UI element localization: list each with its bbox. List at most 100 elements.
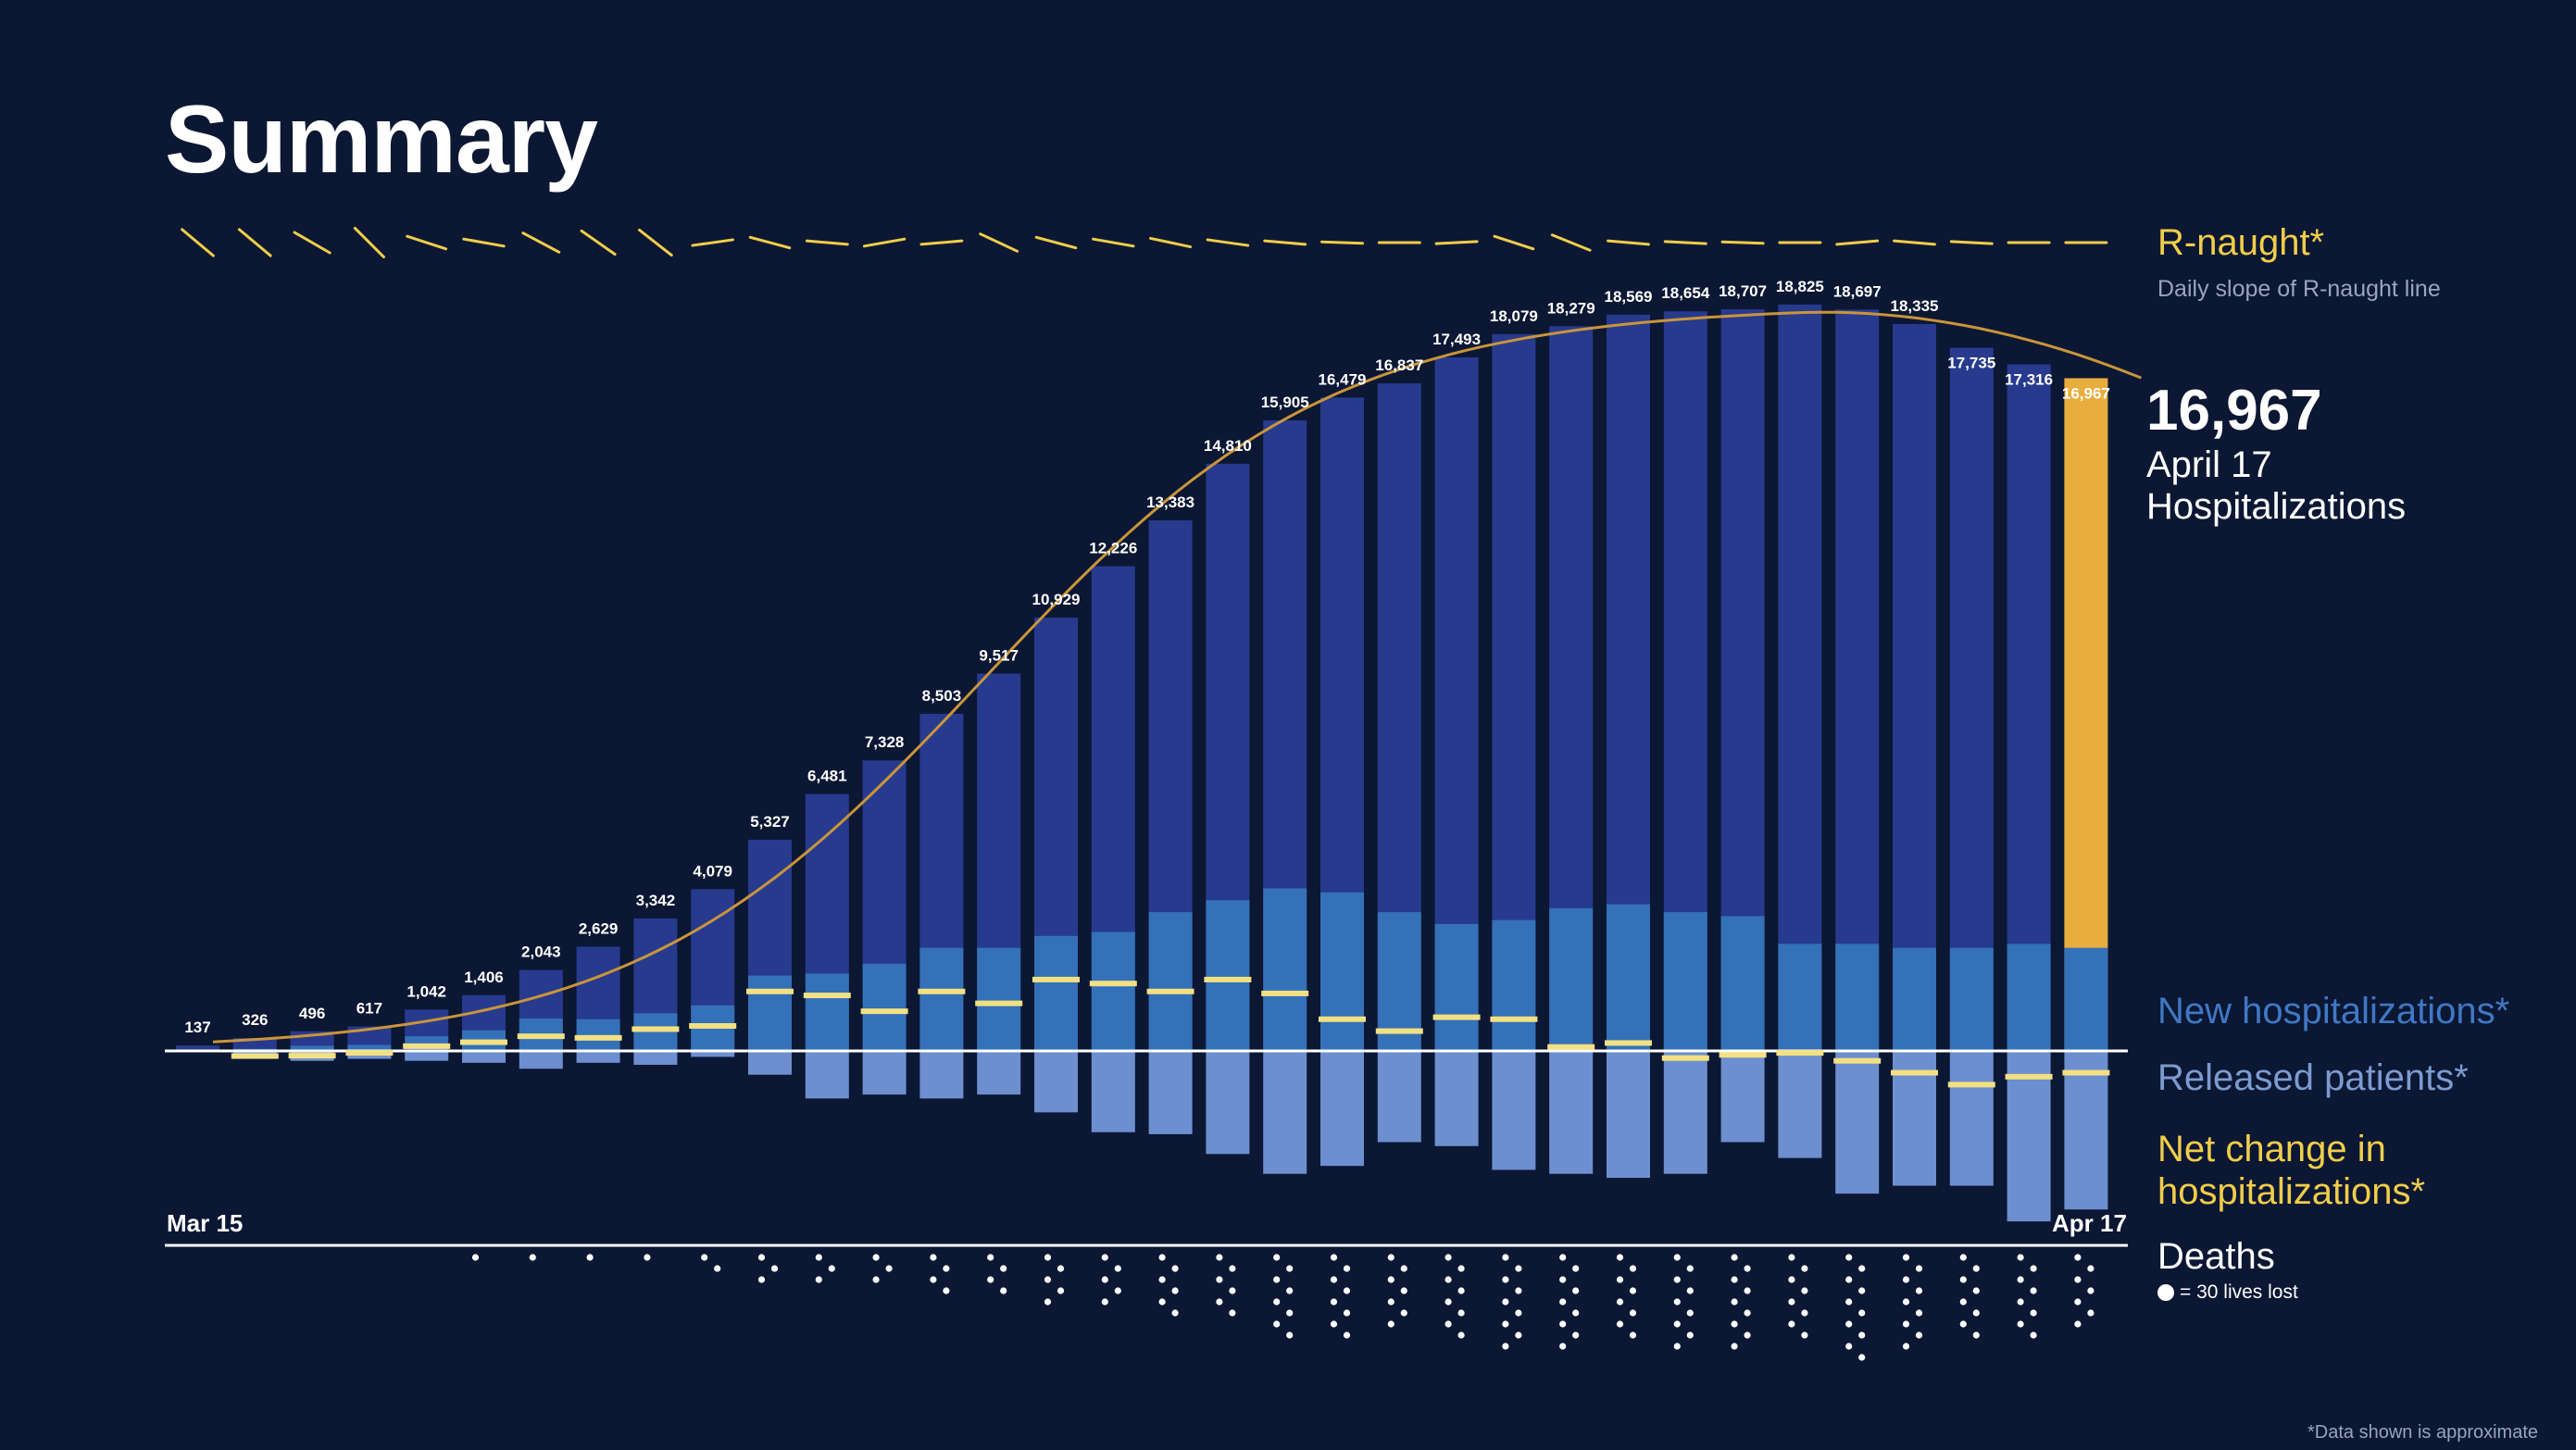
released-patient-bar [1320,1051,1364,1167]
death-dot [1343,1331,1351,1339]
death-dot [1457,1265,1465,1272]
death-dot [1101,1254,1108,1261]
death-dot [1114,1265,1121,1272]
rnaught-dash [1607,239,1650,246]
value-label: 18,279 [1547,299,1595,317]
death-dot [1057,1265,1065,1272]
death-dot [1044,1254,1052,1261]
hospitalization-bar [1778,304,1822,1052]
value-label: 15,905 [1261,394,1309,411]
value-label: 17,735 [1947,355,1995,372]
value-label: 18,335 [1891,297,1939,315]
value-label: 2,629 [579,919,619,937]
death-dot [1044,1276,1052,1283]
rnaught-dash [462,237,506,248]
net-change-marker [1375,1028,1423,1034]
value-label: 4,079 [693,862,732,880]
death-dot [1858,1309,1866,1317]
new-hospitalization-bar [2064,947,2108,1051]
death-dot [1286,1287,1294,1294]
rnaught-dash [1092,237,1135,248]
death-dot [770,1265,779,1272]
net-change-marker [1605,1040,1652,1046]
net-change-marker [1661,1055,1709,1061]
released-patient-bar [1663,1051,1707,1174]
death-dot [1673,1320,1681,1328]
death-dot [1387,1298,1394,1306]
death-dot [1515,1309,1522,1317]
death-dot [1915,1309,1923,1317]
death-dot [1686,1287,1694,1294]
released-patient-bar [1263,1051,1307,1174]
value-label: 18,707 [1719,282,1767,300]
rnaught-dash [1663,240,1707,245]
released-patient-bar [1607,1051,1650,1179]
death-dot [1444,1254,1452,1261]
new-hospitalization-bar [862,963,907,1051]
rnaught-dash [580,229,617,256]
net-change-marker [803,993,851,999]
death-dot [1629,1331,1637,1339]
value-label: 3,342 [636,892,676,909]
death-dot [1286,1265,1294,1272]
rnaught-dash [237,228,272,257]
released-patient-bar [1492,1051,1536,1170]
axis-start-label: Mar 15 [167,1209,244,1237]
death-dot [1101,1298,1108,1306]
released-patient-bar [405,1051,449,1061]
death-dot [2017,1276,2024,1283]
death-dot [1972,1331,1980,1339]
rnaught-dash [805,239,849,246]
death-dot [1858,1331,1866,1339]
net-change-marker [689,1023,737,1030]
released-patient-bar [1091,1051,1135,1132]
new-hospitalization-bar [977,947,1021,1051]
death-dot [1915,1331,1923,1339]
death-dot [1502,1254,1509,1261]
death-dot [1457,1331,1465,1339]
death-dot [1515,1331,1522,1339]
death-dot [1959,1276,1967,1283]
death-dot [872,1254,880,1261]
death-dot [2074,1298,2082,1306]
new-hospitalization-bar [347,1044,392,1051]
death-dot [1972,1309,1980,1317]
death-dot [1616,1298,1624,1306]
rnaught-dash [406,234,448,251]
death-dot [644,1254,651,1261]
death-dot [1845,1298,1853,1306]
net-change-marker [1947,1081,1995,1088]
value-labels: 137 326 496 617 1,042 1,406 2,043 2,629 3,342 4,0… [184,278,2110,1036]
death-dot [1959,1254,1967,1261]
death-dot [1502,1343,1509,1350]
new-hospitalization-bar [290,1045,334,1051]
death-dot [1273,1276,1281,1283]
death-dot [1400,1309,1407,1317]
death-dot [1673,1298,1681,1306]
death-dot [1515,1287,1522,1294]
death-dot [1286,1309,1294,1317]
death-dot [1000,1287,1007,1294]
death-dot [1330,1276,1338,1283]
value-label: 18,825 [1776,278,1824,295]
net-change-marker [1089,981,1137,987]
death-dot [1616,1276,1624,1283]
new-hospitalization-bar [1091,931,1135,1051]
new-hospitalization-bar [1148,912,1193,1051]
death-dot [1158,1298,1166,1306]
net-change-marker [1319,1016,1366,1022]
death-dot [1273,1298,1281,1306]
legend-death-key: = 30 lives lost [2157,1281,2298,1304]
death-dot [930,1276,937,1283]
net-change-markers [231,976,2110,1088]
death-dot [1686,1265,1694,1272]
net-change-marker [631,1026,680,1032]
value-label: 617 [356,1000,382,1018]
value-label: 6,481 [807,767,847,784]
value-label: 5,327 [750,813,790,831]
value-label: 9,517 [979,646,1019,664]
new-hospitalization-bar [1206,900,1250,1051]
death-dot [529,1254,536,1261]
death-dot [1572,1309,1580,1317]
death-dot [1686,1331,1694,1339]
